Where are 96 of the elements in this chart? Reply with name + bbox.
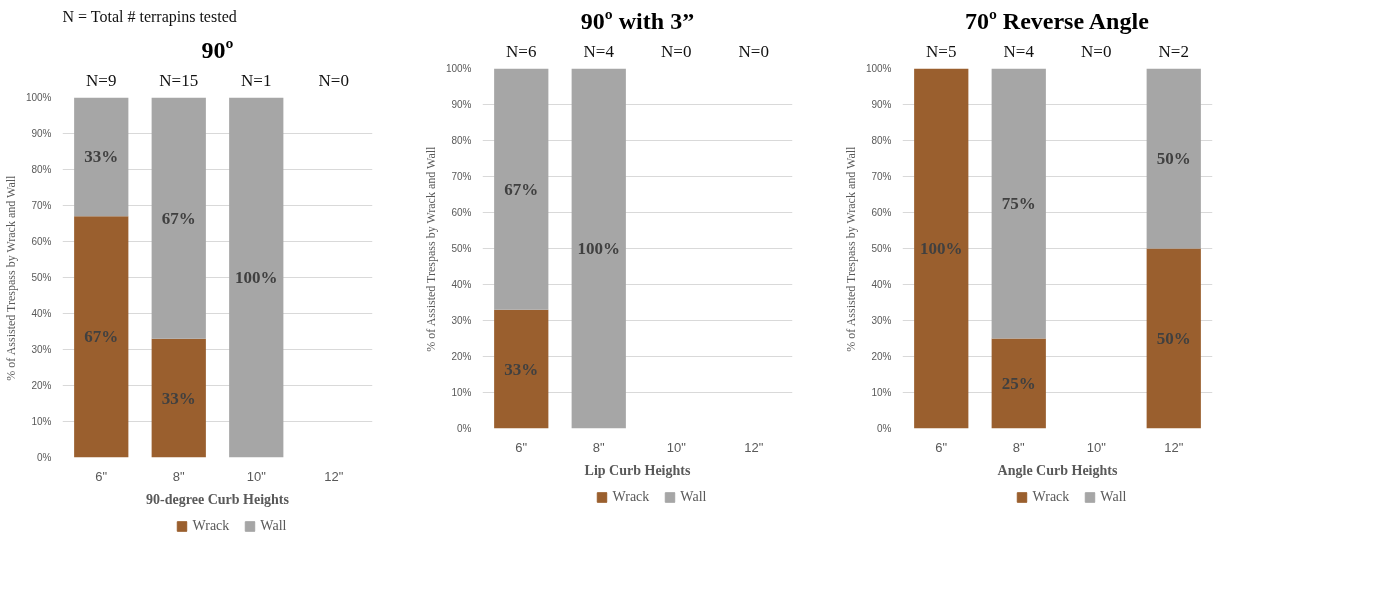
- text: N=2: [1158, 41, 1189, 61]
- y-tick-label: 80%: [31, 164, 52, 175]
- data-label: 33%: [161, 388, 196, 408]
- chart-title: 90º: [201, 36, 234, 63]
- y-tick-label: 70%: [871, 171, 892, 182]
- x-tick-label: 10": [246, 468, 267, 484]
- y-tick-label: 90%: [871, 99, 892, 110]
- data-label: 67%: [161, 208, 196, 228]
- x-tick-label: 12": [1164, 439, 1184, 455]
- y-axis-title: % of Assisted Trespass by Wrack and Wall: [423, 145, 438, 352]
- text: N=15: [159, 70, 199, 90]
- y-tick-label: 10%: [871, 387, 892, 398]
- y-tick-label: 60%: [871, 207, 892, 218]
- y-tick-label: 20%: [451, 351, 472, 362]
- y-axis-title: % of Assisted Trespass by Wrack and Wall: [3, 174, 18, 381]
- legend-label: Wall: [260, 518, 287, 534]
- text: N=5: [926, 41, 957, 61]
- data-label: 33%: [84, 147, 119, 167]
- y-tick-label: 100%: [445, 63, 472, 74]
- y-tick-label: 80%: [871, 135, 892, 146]
- y-tick-label: 50%: [31, 272, 52, 283]
- x-tick-label: 6": [95, 468, 108, 484]
- text: N=0: [318, 70, 349, 90]
- bar: [1146, 68, 1201, 249]
- data-label: 33%: [504, 359, 539, 379]
- y-tick-label: 100%: [865, 63, 892, 74]
- bar: [229, 97, 284, 458]
- text: N=0: [661, 41, 692, 61]
- legend-label: Wrack: [1032, 489, 1070, 505]
- data-label: 67%: [84, 327, 119, 347]
- legend-label: Wrack: [612, 489, 650, 505]
- bar: [991, 338, 1046, 429]
- text: N = Total # terrapins tested: [62, 7, 237, 26]
- x-axis-title: Lip Curb Heights: [584, 462, 691, 478]
- bar: [914, 68, 969, 429]
- data-label: 100%: [577, 239, 620, 258]
- x-tick-label: 8": [1012, 439, 1026, 455]
- x-axis-title: Angle Curb Heights: [997, 462, 1118, 478]
- bar: [991, 68, 1046, 339]
- data-label: 25%: [1001, 374, 1036, 393]
- y-tick-label: 0%: [457, 423, 472, 434]
- y-tick-label: 70%: [451, 171, 472, 182]
- data-label: 50%: [1156, 149, 1191, 168]
- y-tick-label: 30%: [451, 315, 472, 326]
- y-tick-label: 50%: [451, 243, 472, 254]
- y-tick-label: 60%: [451, 207, 472, 218]
- y-tick-label: 30%: [31, 344, 52, 355]
- y-tick-label: 40%: [871, 279, 892, 290]
- text: N=1: [241, 70, 272, 90]
- x-axis-title: 90-degree Curb Heights: [146, 491, 290, 507]
- text: N=4: [1003, 41, 1035, 61]
- x-tick-label: 6": [935, 439, 948, 455]
- bar: [74, 216, 129, 458]
- y-tick-label: 50%: [871, 243, 892, 254]
- y-tick-label: 90%: [451, 99, 472, 110]
- y-tick-label: 80%: [451, 135, 472, 146]
- data-label: 100%: [920, 239, 963, 258]
- x-tick-label: 12": [324, 468, 344, 484]
- x-tick-label: 6": [515, 439, 528, 455]
- bar: [1146, 248, 1201, 429]
- text: N=9: [86, 70, 117, 90]
- data-label: 100%: [235, 268, 278, 287]
- y-tick-label: 0%: [37, 452, 52, 463]
- x-tick-label: 8": [172, 468, 186, 484]
- bar: [151, 97, 206, 339]
- y-tick-label: 20%: [31, 380, 52, 391]
- chart-title: 90º with 3”: [580, 7, 695, 34]
- x-tick-label: 10": [1086, 439, 1107, 455]
- bar: [74, 97, 129, 217]
- y-tick-label: 60%: [31, 236, 52, 247]
- data-label: 50%: [1156, 329, 1191, 348]
- text: N=0: [1081, 41, 1112, 61]
- y-tick-label: 90%: [31, 128, 52, 139]
- bar: [151, 338, 206, 458]
- y-tick-label: 10%: [31, 416, 52, 427]
- x-tick-label: 12": [744, 439, 764, 455]
- text: N=0: [738, 41, 769, 61]
- data-label: 67%: [504, 179, 539, 199]
- text: N=6: [506, 41, 537, 61]
- y-tick-label: 20%: [871, 351, 892, 362]
- y-tick-label: 40%: [31, 308, 52, 319]
- legend-label: Wall: [1100, 489, 1127, 505]
- chart-title: 70º Reverse Angle: [964, 7, 1150, 34]
- data-label: 75%: [1001, 194, 1036, 213]
- text: N=4: [583, 41, 615, 61]
- legend-label: Wall: [680, 489, 707, 505]
- x-tick-label: 10": [666, 439, 687, 455]
- y-tick-label: 30%: [871, 315, 892, 326]
- y-axis-title: % of Assisted Trespass by Wrack and Wall: [843, 145, 858, 352]
- x-tick-label: 8": [592, 439, 606, 455]
- y-tick-label: 40%: [451, 279, 472, 290]
- y-tick-label: 100%: [25, 92, 52, 103]
- legend-label: Wrack: [192, 518, 230, 534]
- y-tick-label: 70%: [31, 200, 52, 211]
- y-tick-label: 10%: [451, 387, 472, 398]
- y-tick-label: 0%: [877, 423, 892, 434]
